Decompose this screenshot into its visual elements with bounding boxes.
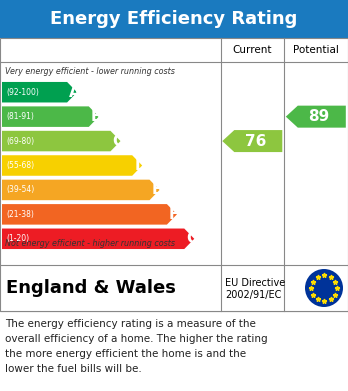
Text: B: B (91, 109, 102, 124)
Polygon shape (2, 131, 120, 151)
Text: (21-38): (21-38) (6, 210, 34, 219)
Text: the more energy efficient the home is and the: the more energy efficient the home is an… (5, 349, 246, 359)
Text: 89: 89 (308, 109, 330, 124)
Text: 2002/91/EC: 2002/91/EC (225, 290, 281, 300)
Text: E: E (151, 183, 162, 197)
Text: (39-54): (39-54) (6, 185, 34, 194)
Text: Not energy efficient - higher running costs: Not energy efficient - higher running co… (5, 240, 175, 249)
Bar (0, 0, 348, 38)
Text: (55-68): (55-68) (6, 161, 34, 170)
Text: F: F (169, 207, 179, 222)
Text: (1-20): (1-20) (6, 234, 29, 243)
Text: (81-91): (81-91) (6, 112, 34, 121)
Text: Energy Efficiency Rating: Energy Efficiency Rating (50, 10, 298, 28)
Polygon shape (2, 204, 177, 224)
Polygon shape (286, 106, 346, 127)
Text: England & Wales: England & Wales (6, 279, 176, 297)
Text: (92-100): (92-100) (6, 88, 39, 97)
Polygon shape (2, 82, 77, 102)
Text: 76: 76 (245, 134, 266, 149)
Bar (0, 38, 348, 311)
Polygon shape (222, 130, 282, 152)
Text: G: G (186, 231, 199, 246)
Text: lower the fuel bills will be.: lower the fuel bills will be. (5, 364, 142, 374)
Polygon shape (2, 155, 142, 176)
Text: C: C (112, 134, 124, 149)
Text: EU Directive: EU Directive (225, 278, 285, 288)
Text: Current: Current (232, 45, 272, 55)
Polygon shape (2, 106, 99, 127)
Circle shape (305, 269, 343, 307)
Text: Potential: Potential (293, 45, 339, 55)
Text: (69-80): (69-80) (6, 136, 34, 145)
Text: D: D (134, 158, 147, 173)
Text: Very energy efficient - lower running costs: Very energy efficient - lower running co… (5, 66, 175, 75)
Text: overall efficiency of a home. The higher the rating: overall efficiency of a home. The higher… (5, 334, 268, 344)
Text: A: A (69, 85, 81, 100)
Polygon shape (2, 180, 159, 200)
Bar (0, 265, 348, 311)
Text: The energy efficiency rating is a measure of the: The energy efficiency rating is a measur… (5, 319, 256, 329)
Polygon shape (2, 228, 194, 249)
